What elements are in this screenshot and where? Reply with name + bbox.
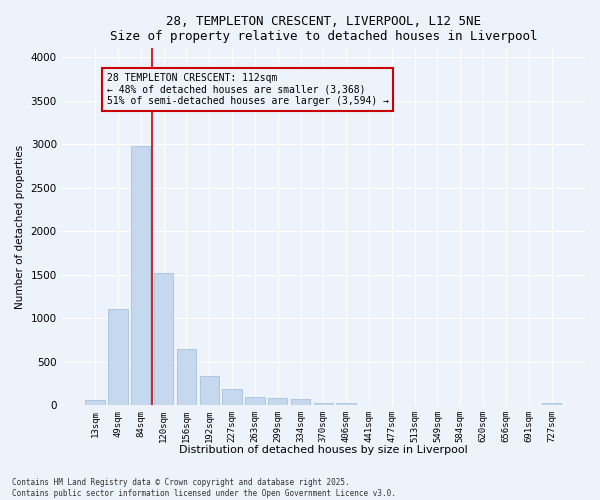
Bar	[223, 389, 242, 405]
X-axis label: Distribution of detached houses by size in Liverpool: Distribution of detached houses by size …	[179, 445, 468, 455]
Bar	[177, 348, 196, 405]
Bar	[337, 402, 356, 405]
Bar	[542, 404, 561, 405]
Bar	[200, 376, 219, 405]
Bar	[154, 273, 173, 405]
Bar	[245, 398, 265, 405]
Bar	[291, 400, 310, 405]
Bar	[131, 146, 151, 405]
Title: 28, TEMPLETON CRESCENT, LIVERPOOL, L12 5NE
Size of property relative to detached: 28, TEMPLETON CRESCENT, LIVERPOOL, L12 5…	[110, 15, 537, 43]
Bar	[268, 398, 287, 405]
Bar	[85, 400, 105, 405]
Text: 28 TEMPLETON CRESCENT: 112sqm
← 48% of detached houses are smaller (3,368)
51% o: 28 TEMPLETON CRESCENT: 112sqm ← 48% of d…	[107, 72, 389, 106]
Bar	[314, 402, 333, 405]
Bar	[108, 310, 128, 405]
Text: Contains HM Land Registry data © Crown copyright and database right 2025.
Contai: Contains HM Land Registry data © Crown c…	[12, 478, 396, 498]
Y-axis label: Number of detached properties: Number of detached properties	[15, 144, 25, 309]
